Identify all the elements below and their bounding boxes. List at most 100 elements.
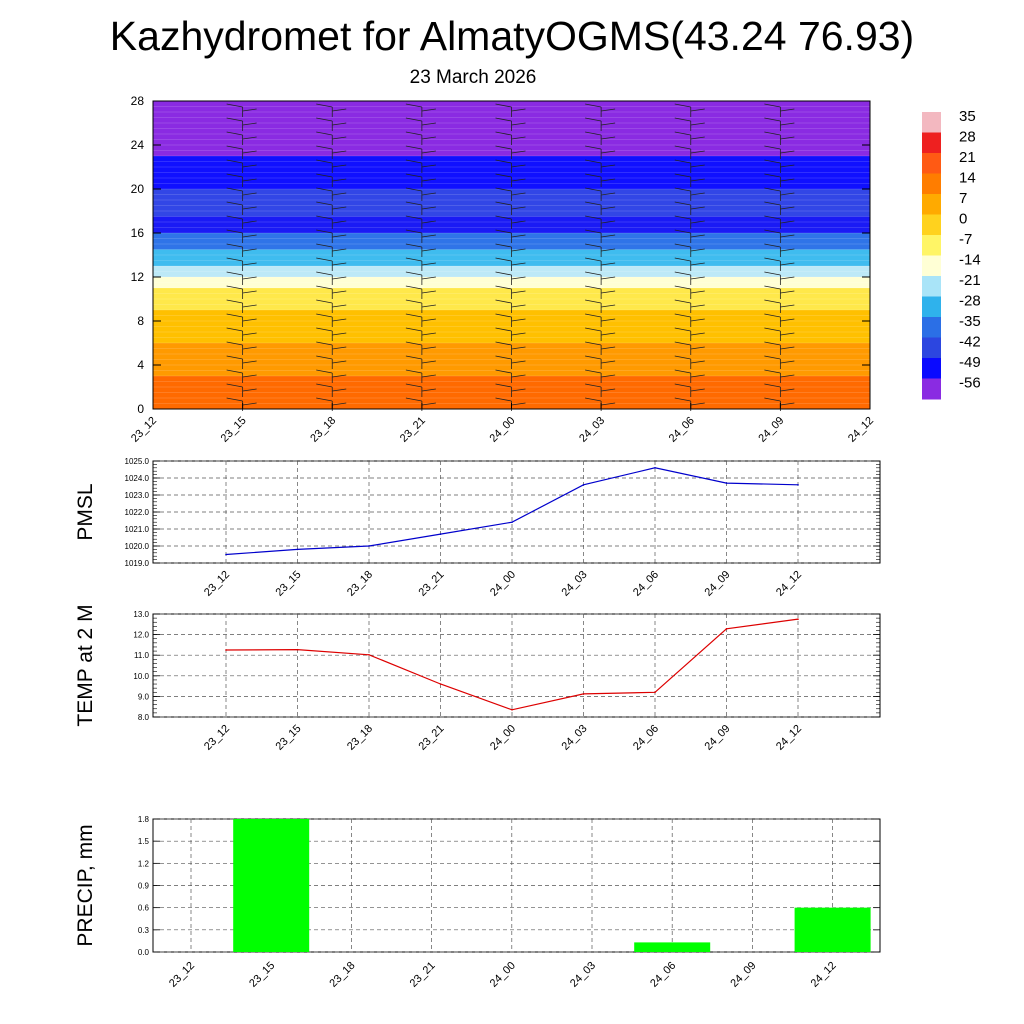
- x-tick-label: 24_06: [667, 415, 697, 445]
- wind-barb: [511, 360, 526, 364]
- x-tick-label: 24_09: [703, 569, 733, 599]
- wind-barb: [316, 397, 333, 402]
- wind-barb: [405, 173, 422, 178]
- x-tick-label: 23_15: [274, 569, 304, 599]
- wind-barb: [585, 355, 602, 360]
- wind-barb: [674, 117, 691, 122]
- y-axis-label: PMSL: [74, 483, 97, 540]
- data-point: [582, 693, 585, 695]
- wind-barb: [242, 248, 257, 252]
- wind-barb: [405, 117, 422, 122]
- wind-barb: [495, 145, 512, 150]
- wind-barb: [332, 332, 347, 336]
- wind-barb: [674, 355, 691, 360]
- y-tick-label: 1024.0: [125, 474, 150, 483]
- colorbar-cell-7: [922, 255, 941, 277]
- wind-barb: [316, 271, 333, 276]
- x-tick-label: 23_15: [219, 415, 249, 445]
- data-point: [368, 545, 370, 547]
- x-tick-label: 23_21: [417, 569, 447, 599]
- precip-panel: 0.0 0.3 0.6 0.9 1.2 1.5 1.8 23_12 23_15 23_18 23_2…: [74, 815, 881, 990]
- wind-barb: [764, 103, 781, 108]
- y-tick-label: 28: [131, 94, 145, 108]
- wind-barb: [601, 346, 616, 350]
- wind-barb: [764, 285, 781, 290]
- wind-barb-column: [764, 103, 795, 411]
- wind-barb: [226, 257, 243, 262]
- wind-barb: [764, 229, 781, 234]
- wind-barb: [764, 201, 781, 206]
- wind-barb: [601, 374, 616, 378]
- wind-barb: [316, 159, 333, 164]
- wind-barb: [421, 206, 436, 210]
- wind-barb: [690, 178, 705, 182]
- x-tick-label: 24_00: [488, 723, 518, 753]
- wind-barb: [332, 388, 347, 392]
- wind-barb: [690, 164, 705, 168]
- wind-barb: [780, 346, 795, 350]
- colorbar-cell-8: [922, 276, 941, 297]
- wind-barb: [511, 346, 526, 350]
- colorbar-label: -7: [959, 231, 972, 248]
- wind-barb: [690, 402, 705, 406]
- x-tick-label: 24_00: [488, 569, 518, 599]
- wind-barb: [674, 271, 691, 276]
- wind-barb: [242, 304, 257, 308]
- wind-barb: [780, 290, 795, 294]
- data-point: [368, 653, 370, 656]
- wind-barb: [226, 173, 243, 178]
- wind-barb: [764, 299, 781, 304]
- wind-barb: [585, 145, 602, 150]
- wind-barb: [316, 187, 333, 192]
- wind-barb: [421, 164, 436, 168]
- wind-barb: [690, 332, 705, 336]
- data-point: [654, 467, 656, 469]
- wind-barb: [674, 187, 691, 192]
- x-tick-label: 24_12: [809, 960, 839, 990]
- wind-barb: [316, 327, 333, 332]
- wind-barb: [780, 262, 795, 266]
- wind-barb: [585, 201, 602, 206]
- wind-barb: [690, 360, 705, 364]
- data-point: [439, 683, 442, 685]
- wind-barb: [674, 369, 691, 374]
- wind-barb: [674, 383, 691, 388]
- wind-barb: [601, 402, 616, 406]
- wind-barb: [332, 276, 347, 280]
- plot-frame: [152, 613, 881, 718]
- colorbar-cell-11: [922, 337, 941, 359]
- wind-barb: [242, 164, 257, 168]
- wind-barb: [690, 276, 705, 280]
- wind-barb: [780, 318, 795, 322]
- wind-barb: [601, 290, 616, 294]
- wind-barb: [764, 243, 781, 248]
- temp-panel: 8.0 9.0 10.0 11.0 12.0 13.0 23_12 23_15 23_18 23_…: [74, 604, 881, 753]
- colorbar-cell-12: [922, 358, 941, 379]
- x-tick-label: 23_18: [308, 415, 338, 445]
- y-tick-label: 1025.0: [125, 457, 150, 466]
- wind-barb: [780, 206, 795, 210]
- wind-barb: [405, 215, 422, 220]
- wind-barb: [242, 192, 257, 196]
- wind-barb: [511, 150, 526, 154]
- y-tick-label: 0: [137, 402, 144, 416]
- wind-barb: [332, 318, 347, 322]
- x-tick-label: 24_03: [577, 415, 607, 445]
- wind-barb: [764, 215, 781, 220]
- wind-barb: [585, 383, 602, 388]
- colorbar-cell-13: [922, 378, 941, 400]
- wind-barb: [226, 187, 243, 192]
- y-tick-label: 12.0: [133, 631, 149, 640]
- wind-barb: [405, 355, 422, 360]
- wind-barb: [421, 122, 436, 126]
- wind-barb: [495, 369, 512, 374]
- x-tick-label: 24_00: [488, 415, 518, 445]
- wind-barb: [421, 262, 436, 266]
- wind-barb: [585, 243, 602, 248]
- colorbar-label: -56: [959, 375, 981, 392]
- wind-barb: [405, 383, 422, 388]
- wind-barb: [495, 215, 512, 220]
- y-tick-label: 1020.0: [125, 542, 150, 551]
- wind-barb: [585, 341, 602, 346]
- wind-barb: [585, 159, 602, 164]
